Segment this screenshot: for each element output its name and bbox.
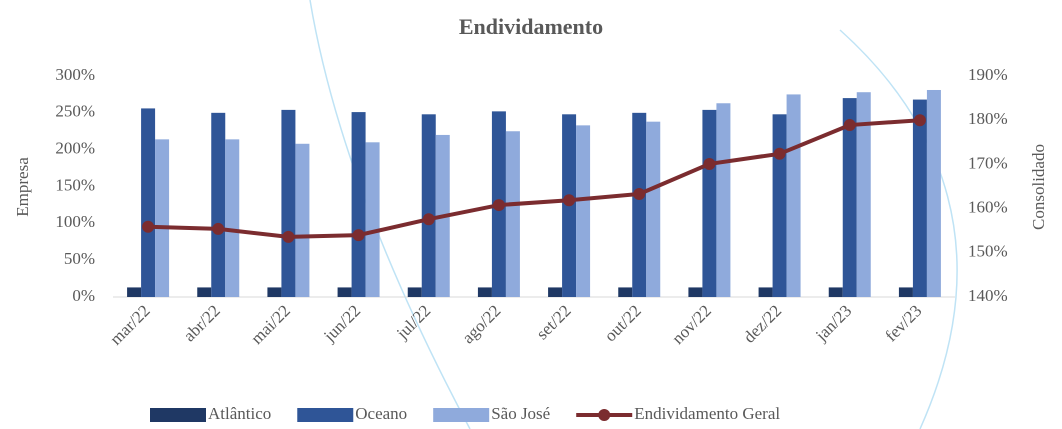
y-tick-label: 300% [55,65,95,84]
bar [912,99,927,297]
y-axis-label: Empresa [13,157,32,217]
legend-label: São José [491,404,550,423]
legend-swatch [598,409,611,421]
bar [618,287,633,297]
line-marker [492,199,505,212]
bar [211,112,226,297]
bar [337,287,352,297]
line-marker [703,157,716,170]
line-marker [422,213,435,226]
x-tick-label: jun/22 [319,301,364,346]
chart-title: Endividamento [459,14,603,39]
line-marker [773,147,786,160]
line [148,118,921,239]
y2-tick-label: 180% [968,109,1008,128]
x-tick-label: ago/22 [458,301,504,347]
bar [197,287,212,297]
decor-curve [839,29,958,429]
y2-axis-label: Consolidado [1029,144,1048,230]
bar [702,109,717,298]
bar [548,287,563,297]
bar [632,112,647,297]
x-tick-label: mar/22 [106,301,153,348]
legend-swatch [297,408,354,422]
bar [141,108,156,297]
y-tick-label: 100% [55,212,95,231]
legend-label: Oceano [355,404,407,423]
bar [688,287,703,297]
bar [646,121,661,297]
bar [505,131,520,297]
line-marker [282,230,295,243]
bar [772,114,787,297]
bar [421,114,436,297]
y-tick-label: 50% [64,249,95,268]
bar [267,287,282,297]
bar [828,287,843,297]
legend-label: Atlântico [208,404,271,423]
x-tick-label: fev/23 [881,301,925,345]
bar [407,287,422,297]
y-tick-label: 0% [72,286,95,305]
y-tick-label: 150% [55,175,95,194]
x-tick-label: mai/22 [247,301,294,348]
y2-tick-label: 150% [968,242,1008,261]
y2-tick-label: 190% [968,65,1008,84]
y-tick-label: 200% [55,139,95,158]
line-marker [633,188,646,201]
y-tick-label: 250% [55,102,95,121]
bar [281,109,296,298]
bar [716,103,731,297]
x-tick-label: set/22 [533,301,575,343]
y2-tick-label: 140% [968,286,1008,305]
x-tick-label: abr/22 [180,301,224,345]
bar [295,143,310,297]
x-tick-label: dez/22 [740,301,785,346]
bar [225,139,240,297]
x-tick-label: nov/22 [668,301,715,348]
bar [926,89,941,297]
line-marker [352,229,365,242]
line-marker [843,119,856,132]
legend-swatch [433,408,490,422]
y2-tick-label: 170% [968,153,1008,172]
line-marker [563,194,576,207]
line-marker [142,220,155,233]
bar [842,98,857,297]
bar [351,112,366,297]
y2-tick-label: 160% [968,198,1008,217]
legend-label: Endividamento Geral [634,404,780,423]
bar [576,125,591,298]
line-marker [212,222,225,235]
x-tick-label: jan/23 [811,301,855,345]
bar [127,287,142,297]
line-marker [913,114,926,127]
bar [786,94,801,298]
bar [155,139,170,297]
bar [856,92,871,297]
bar [477,287,492,297]
legend-swatch [150,408,206,422]
bar [758,287,773,297]
x-tick-label: out/22 [601,301,645,345]
bar [365,142,380,297]
x-tick-label: jul/22 [392,301,434,343]
bar [898,287,913,297]
